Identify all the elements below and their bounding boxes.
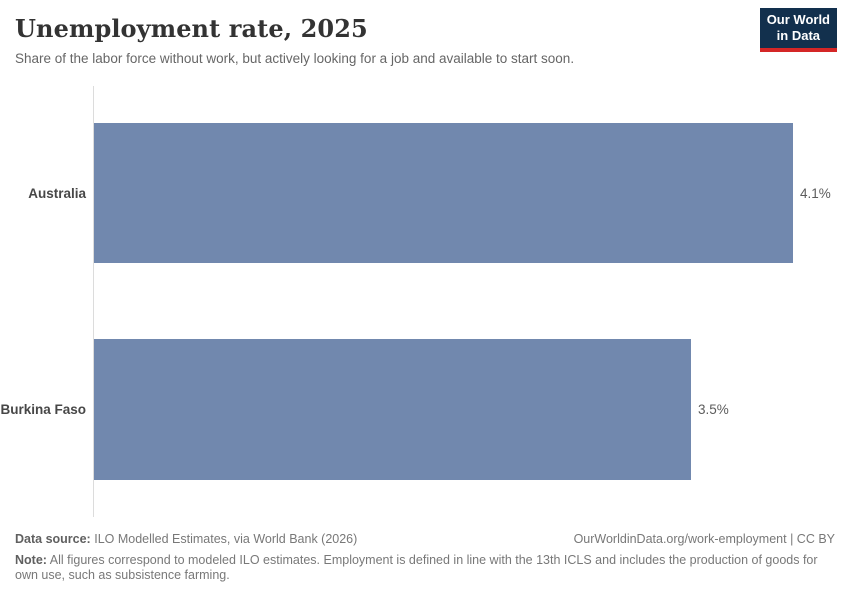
owid-credit-link[interactable]: OurWorldinData.org/work-employment | CC …	[573, 532, 835, 546]
bar-chart: Australia 4.1% Burkina Faso 3.5%	[0, 86, 850, 517]
y-axis-line	[93, 86, 94, 517]
chart-note: Note: All figures correspond to modeled …	[15, 553, 818, 583]
bar-value-australia: 4.1%	[800, 185, 831, 201]
owid-logo-line2: in Data	[776, 28, 821, 44]
note-label: Note:	[15, 553, 47, 567]
owid-logo-line1: Our World	[766, 12, 830, 27]
chart-header: Unemployment rate, 2025 Share of the lab…	[15, 0, 835, 66]
bar-row-burkina-faso: Burkina Faso 3.5%	[0, 339, 850, 480]
bar-label-burkina-faso: Burkina Faso	[0, 402, 86, 417]
bar-value-burkina-faso: 3.5%	[698, 402, 729, 417]
owid-logo[interactable]: Our World in Data	[759, 8, 837, 52]
bar-australia[interactable]	[94, 123, 793, 263]
bar-burkina-faso[interactable]	[94, 339, 691, 480]
chart-title: Unemployment rate, 2025	[15, 14, 368, 43]
bar-label-australia: Australia	[28, 185, 86, 201]
chart-subtitle: Share of the labor force without work, b…	[15, 51, 575, 66]
data-source-text: Data source: ILO Modelled Estimates, via…	[15, 532, 358, 546]
data-source-label: Data source:	[15, 532, 91, 546]
chart-footer: Data source: ILO Modelled Estimates, via…	[15, 532, 835, 584]
bar-row-australia: Australia 4.1%	[0, 123, 850, 263]
